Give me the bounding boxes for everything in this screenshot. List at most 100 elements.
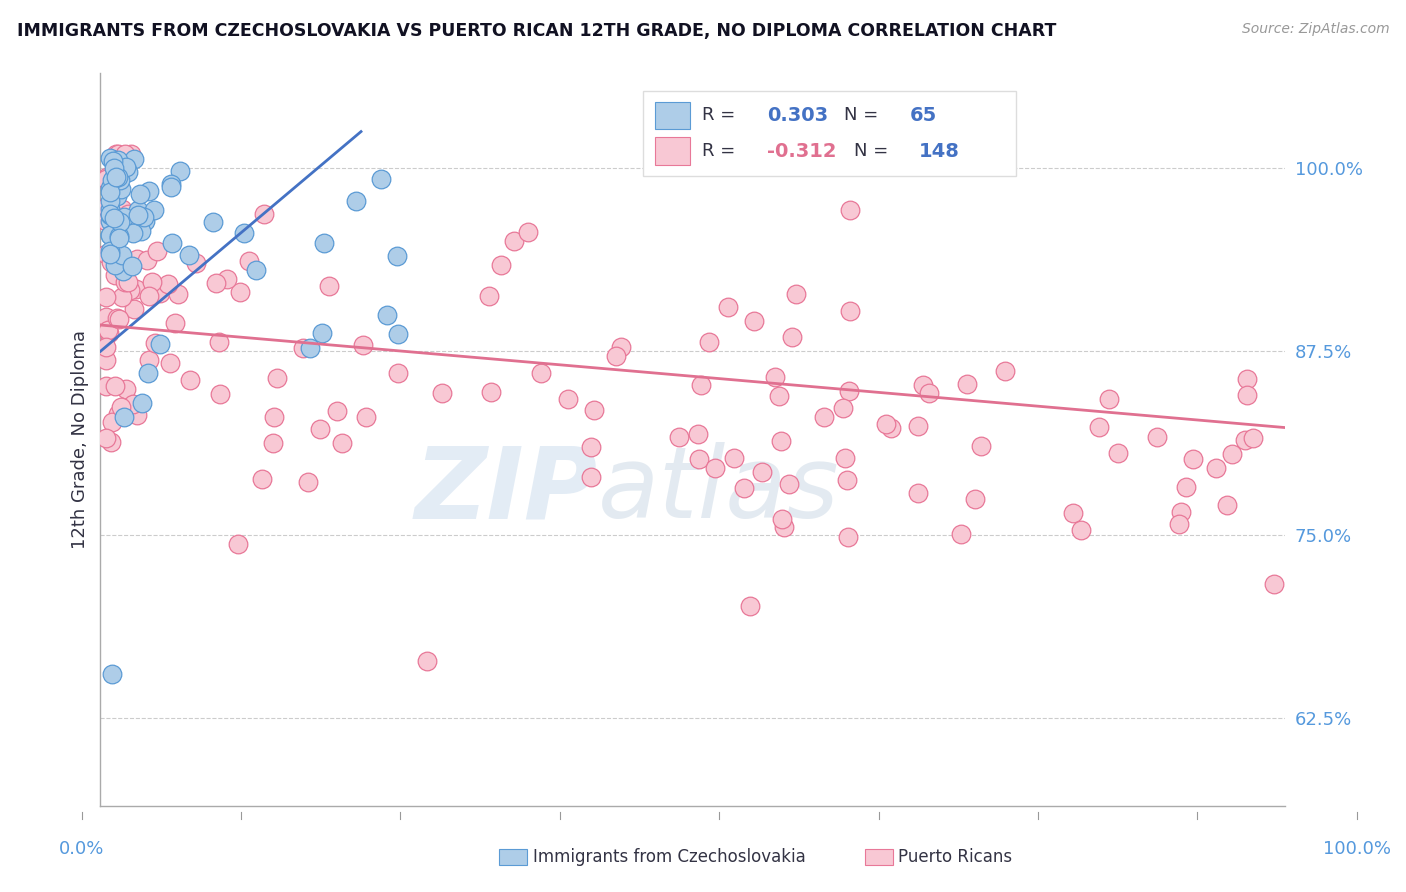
Point <box>100 415 122 429</box>
Text: atlas: atlas <box>598 442 839 539</box>
Point <box>98 151 121 165</box>
Text: IMMIGRANTS FROM CZECHOSLOVAKIA VS PUERTO RICAN 12TH GRADE, NO DIPLOMA CORRELATIO: IMMIGRANTS FROM CZECHOSLOVAKIA VS PUERTO… <box>17 22 1056 40</box>
Point <box>118 283 141 297</box>
Point <box>228 285 250 299</box>
Point <box>98 227 121 242</box>
Point <box>96 290 118 304</box>
Point <box>112 263 135 277</box>
Point <box>111 290 134 304</box>
Point <box>955 377 977 392</box>
Point <box>100 194 122 209</box>
Point <box>326 403 349 417</box>
Point <box>100 172 122 186</box>
Point <box>838 202 860 217</box>
Point <box>160 236 183 251</box>
Point <box>103 153 125 168</box>
Point <box>733 481 755 495</box>
Point <box>875 417 897 431</box>
Point <box>143 335 166 350</box>
Point <box>583 403 606 417</box>
Point <box>98 202 121 217</box>
Point <box>115 382 138 396</box>
Point <box>994 364 1017 378</box>
Point <box>970 439 993 453</box>
Text: R =: R = <box>702 143 741 161</box>
Point <box>159 179 181 194</box>
Text: ZIP: ZIP <box>415 442 598 539</box>
Point <box>1146 430 1168 444</box>
Point <box>1216 498 1239 512</box>
Point <box>723 450 745 465</box>
Point <box>107 231 129 245</box>
Point <box>375 308 398 322</box>
Point <box>96 340 118 354</box>
Point <box>318 279 340 293</box>
Point <box>96 169 118 184</box>
Point <box>837 473 859 487</box>
Text: N =: N = <box>853 143 894 161</box>
Point <box>344 194 367 208</box>
Point <box>838 384 860 398</box>
Point <box>581 440 603 454</box>
Point <box>103 192 125 206</box>
Point <box>114 146 136 161</box>
Bar <box>655 137 690 165</box>
FancyBboxPatch shape <box>643 91 1017 176</box>
Point <box>107 153 129 167</box>
Point <box>101 666 124 681</box>
Point <box>98 315 121 329</box>
Point <box>96 310 118 324</box>
Point <box>108 311 131 326</box>
Point <box>266 371 288 385</box>
Point <box>769 434 792 448</box>
Point <box>238 254 260 268</box>
Text: 65: 65 <box>910 106 936 125</box>
Point <box>111 202 134 216</box>
Point <box>415 654 437 668</box>
Point <box>132 210 155 224</box>
Point <box>742 314 765 328</box>
Point <box>104 268 127 283</box>
Point <box>1263 577 1285 591</box>
Point <box>907 419 929 434</box>
Point <box>122 302 145 317</box>
Point <box>773 520 796 534</box>
Point <box>127 208 149 222</box>
Point <box>145 244 167 259</box>
Point <box>697 334 720 349</box>
Point <box>110 158 132 172</box>
Point <box>839 304 862 318</box>
Point <box>105 170 128 185</box>
Point <box>167 287 190 301</box>
Point <box>98 246 121 260</box>
Point <box>149 286 172 301</box>
Point <box>96 247 118 261</box>
Point <box>117 275 139 289</box>
Point <box>837 530 859 544</box>
Point <box>430 386 453 401</box>
Point <box>489 259 512 273</box>
Point <box>1236 372 1258 386</box>
Point <box>107 146 129 161</box>
Point <box>1170 505 1192 519</box>
Point <box>96 431 118 445</box>
Point <box>107 189 129 203</box>
Point <box>208 334 231 349</box>
Point <box>965 492 987 507</box>
Point <box>1236 388 1258 402</box>
Point <box>98 326 121 340</box>
Point <box>110 252 132 267</box>
Point <box>96 379 118 393</box>
Point <box>122 397 145 411</box>
Point <box>763 370 786 384</box>
Point <box>503 234 526 248</box>
Point <box>96 200 118 214</box>
Point <box>387 327 409 342</box>
Point <box>131 395 153 409</box>
Point <box>250 472 273 486</box>
Point <box>1107 446 1129 460</box>
Point <box>125 408 148 422</box>
Point <box>96 353 118 368</box>
Point <box>127 202 149 217</box>
Text: -0.312: -0.312 <box>768 142 837 161</box>
